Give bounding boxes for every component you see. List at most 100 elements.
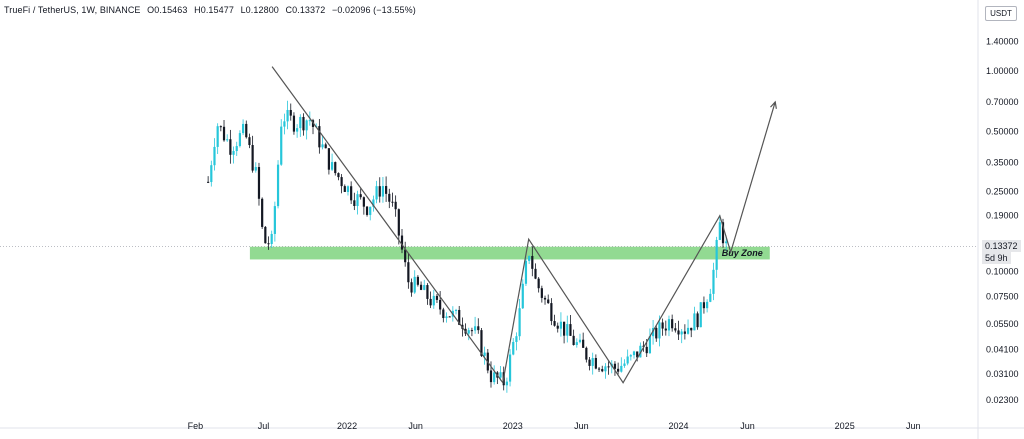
candle-body bbox=[340, 177, 343, 187]
candle-body bbox=[540, 288, 543, 298]
candle-body bbox=[207, 181, 210, 183]
candle-body bbox=[445, 316, 448, 319]
candle-body bbox=[559, 321, 563, 329]
candle-body bbox=[308, 120, 311, 122]
candle-body bbox=[562, 321, 566, 336]
candle-body bbox=[534, 268, 537, 279]
candle-body bbox=[483, 352, 486, 356]
candle-body bbox=[639, 345, 642, 358]
candle-body bbox=[245, 123, 248, 138]
candle-body bbox=[696, 313, 699, 328]
candle-body bbox=[721, 222, 725, 244]
high-value: H0.15477 bbox=[194, 5, 234, 15]
candle-body bbox=[454, 309, 458, 311]
candle-body bbox=[493, 372, 496, 383]
candle-body bbox=[709, 293, 712, 302]
arrow-head bbox=[770, 100, 777, 109]
open-value: O0.15463 bbox=[147, 5, 188, 15]
candle-body bbox=[426, 285, 429, 299]
candle-body bbox=[623, 363, 626, 366]
candles bbox=[207, 100, 728, 393]
y-tick-label: 0.25000 bbox=[986, 187, 1019, 197]
candle-body bbox=[677, 330, 680, 335]
candle-body bbox=[210, 165, 213, 183]
candle-body bbox=[280, 126, 283, 165]
candle-body bbox=[467, 330, 470, 334]
candle-body bbox=[407, 262, 410, 283]
candle-body bbox=[569, 324, 572, 336]
candle-body bbox=[575, 342, 578, 346]
candle-body bbox=[219, 126, 222, 128]
x-tick-label: 2025 bbox=[835, 421, 855, 431]
candle-body bbox=[686, 327, 690, 334]
candle-body bbox=[626, 356, 629, 364]
candle-body bbox=[601, 369, 604, 372]
candle-body bbox=[235, 146, 238, 152]
candle-body bbox=[375, 186, 378, 200]
candle-body bbox=[671, 319, 674, 329]
candle-body bbox=[289, 109, 292, 116]
y-tick-label: 0.07500 bbox=[986, 292, 1019, 302]
low-value: L0.12800 bbox=[240, 5, 279, 15]
candle-body bbox=[442, 309, 445, 319]
candle-body bbox=[248, 137, 251, 146]
candle-body bbox=[661, 322, 664, 329]
x-tick-label: Jun bbox=[906, 421, 921, 431]
candle-body bbox=[655, 327, 658, 339]
candle-body bbox=[327, 148, 331, 170]
currency-button[interactable]: USDT bbox=[985, 6, 1017, 21]
candle-body bbox=[499, 372, 502, 378]
candle-body bbox=[321, 144, 324, 148]
candle-body bbox=[337, 173, 340, 178]
candle-body bbox=[528, 255, 531, 261]
symbol-title: TrueFi / TetherUS, 1W, BINANCE bbox=[4, 5, 141, 15]
y-tick-label: 0.05500 bbox=[986, 319, 1019, 329]
candle-body bbox=[378, 186, 381, 197]
candle-body bbox=[585, 347, 588, 360]
candle-body bbox=[359, 194, 362, 198]
candle-body bbox=[410, 282, 413, 293]
candle-body bbox=[604, 366, 607, 372]
candle-body bbox=[324, 144, 327, 149]
candle-body bbox=[458, 309, 461, 325]
candle-body bbox=[381, 186, 385, 197]
x-tick-label: 2023 bbox=[503, 421, 523, 431]
close-value: C0.13372 bbox=[285, 5, 326, 15]
candle-body bbox=[397, 209, 400, 236]
candle-body bbox=[578, 339, 582, 343]
candle-body bbox=[617, 368, 620, 372]
candle-body bbox=[556, 325, 559, 329]
candle-body bbox=[213, 146, 216, 166]
candle-body bbox=[318, 126, 321, 148]
y-tick-label: 0.19000 bbox=[986, 211, 1019, 221]
y-tick-label: 1.00000 bbox=[986, 66, 1019, 76]
x-tick-label: Jun bbox=[408, 421, 423, 431]
candle-body bbox=[550, 303, 553, 322]
candle-body bbox=[416, 276, 419, 285]
candle-body bbox=[343, 186, 346, 192]
candle-body bbox=[629, 355, 632, 357]
candle-body bbox=[330, 162, 334, 170]
candle-body bbox=[480, 330, 483, 356]
candle-body bbox=[658, 322, 661, 339]
candle-body bbox=[591, 358, 594, 366]
candle-body bbox=[477, 326, 480, 331]
candle-body bbox=[566, 324, 569, 336]
candle-body bbox=[222, 126, 226, 141]
candle-body bbox=[489, 370, 493, 383]
candle-body bbox=[283, 121, 286, 127]
trend-line bbox=[271, 66, 776, 385]
x-tick-label: 2022 bbox=[337, 421, 357, 431]
candle-body bbox=[423, 285, 426, 290]
candle-body bbox=[286, 109, 289, 122]
candle-body bbox=[232, 151, 235, 155]
candle-body bbox=[543, 297, 547, 300]
candle-body bbox=[241, 123, 245, 134]
candle-body bbox=[712, 269, 715, 294]
candle-body bbox=[448, 316, 451, 318]
candle-body bbox=[429, 298, 432, 306]
y-tick-label: 0.50000 bbox=[986, 126, 1019, 136]
candle-body bbox=[512, 341, 515, 355]
candle-body bbox=[305, 120, 308, 131]
